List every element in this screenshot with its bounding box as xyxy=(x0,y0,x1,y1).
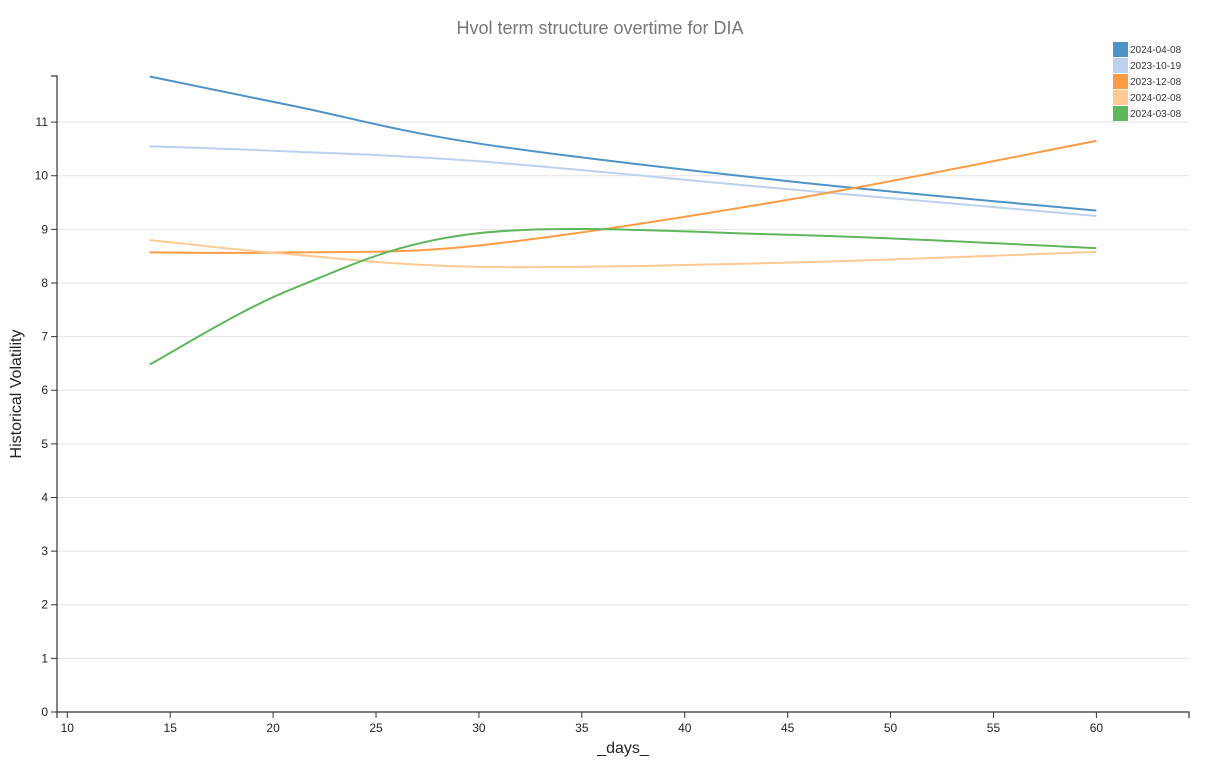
x-tick-label: 40 xyxy=(678,721,692,735)
x-axis: 10 15 20 25 30 35 40 45 50 55 60 xyxy=(56,711,1190,735)
x-axis-label: _days_ xyxy=(596,740,650,757)
y-axis-line xyxy=(51,75,58,712)
legend-swatch xyxy=(1113,74,1128,89)
x-axis-line xyxy=(56,711,1190,718)
y-tick-label: 2 xyxy=(41,598,48,612)
y-axis: 0 1 2 3 4 5 6 7 8 9 10 11 xyxy=(35,75,58,719)
x-tick-label: 35 xyxy=(575,721,589,735)
legend-swatch xyxy=(1113,90,1128,105)
series-line xyxy=(149,228,1097,366)
x-tick-label: 45 xyxy=(781,721,795,735)
y-tick-label: 0 xyxy=(41,705,48,719)
legend-swatch xyxy=(1113,42,1128,57)
x-tick-label: 15 xyxy=(164,721,178,735)
y-tick-label: 10 xyxy=(35,169,49,183)
legend-swatch xyxy=(1113,106,1128,121)
series-line xyxy=(149,239,1097,269)
y-axis-label: Historical Volatility xyxy=(8,330,25,459)
y-tick-label: 5 xyxy=(41,437,48,451)
legend-label: 2024-04-08 xyxy=(1130,45,1182,56)
y-tick-label: 7 xyxy=(41,330,48,344)
x-tick-label: 55 xyxy=(987,721,1001,735)
series-line xyxy=(149,75,1097,212)
legend: 2024-04-08 2023-10-19 2023-12-08 2024-02-08… xyxy=(1113,42,1182,121)
y-tick-label: 8 xyxy=(41,276,48,290)
x-tick-label: 30 xyxy=(472,721,486,735)
legend-swatch xyxy=(1113,58,1128,73)
y-tick-label: 1 xyxy=(41,651,48,665)
y-tick-label: 4 xyxy=(41,490,48,504)
x-tick-label: 50 xyxy=(884,721,898,735)
series-lines xyxy=(149,75,1097,366)
legend-label: 2023-10-19 xyxy=(1130,61,1182,72)
chart-title: Hvol term structure overtime for DIA xyxy=(456,18,743,38)
x-tick-label: 60 xyxy=(1090,721,1104,735)
y-tick-label: 3 xyxy=(41,544,48,558)
x-tick-label: 20 xyxy=(266,721,280,735)
y-tick-label: 9 xyxy=(41,222,48,236)
legend-label: 2024-03-08 xyxy=(1130,109,1182,120)
legend-label: 2024-02-08 xyxy=(1130,93,1182,104)
x-tick-label: 25 xyxy=(369,721,383,735)
y-tick-label: 11 xyxy=(36,115,49,129)
x-tick-label: 10 xyxy=(61,721,75,735)
series-line xyxy=(149,145,1097,217)
legend-label: 2023-12-08 xyxy=(1130,77,1182,88)
y-tick-label: 6 xyxy=(41,383,48,397)
